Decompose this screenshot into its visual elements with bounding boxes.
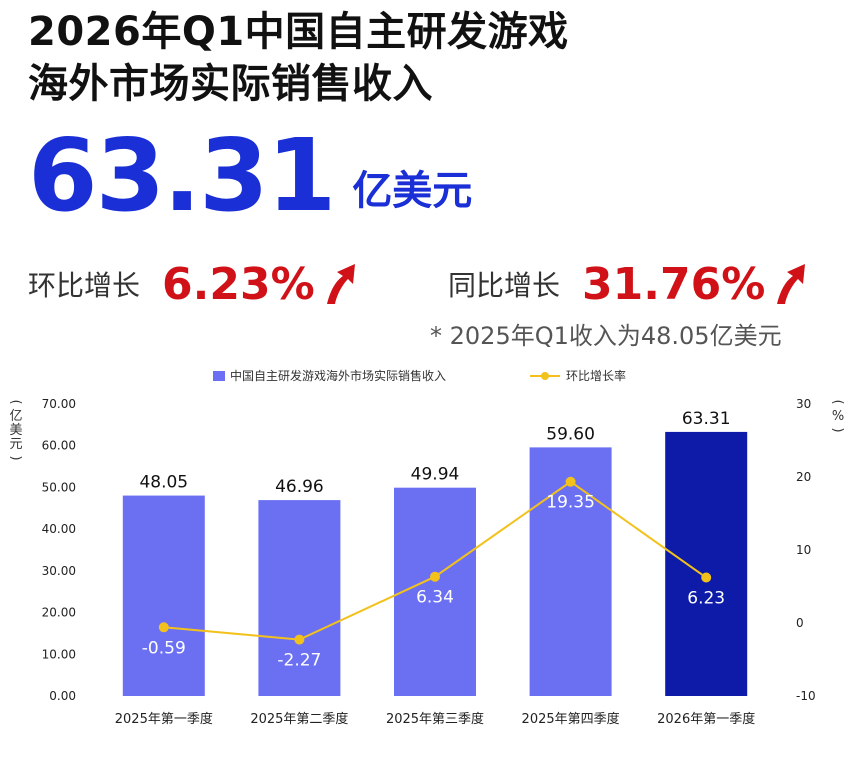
growth-point [565, 476, 576, 487]
x-tick-label: 2025年第二季度 [250, 711, 348, 727]
y-axis-title-left-char: ( [8, 399, 23, 404]
growth-line: -0.59 -2.27 6.34 19.35 6.23 [142, 476, 725, 671]
bar [122, 495, 205, 696]
up-arrow-icon [777, 264, 806, 304]
growth-point [158, 622, 169, 633]
x-tick-label: 2025年第四季度 [522, 711, 620, 727]
bar [394, 487, 476, 696]
y-tick-right: -10 [796, 689, 816, 703]
y-axis-title-left-char: 元 [9, 437, 22, 452]
bars: 48.05 46.96 49.94 59.60 63.31 [122, 409, 748, 696]
bar-value-label: 48.05 [139, 473, 188, 493]
growth-value-label: -0.59 [142, 638, 186, 658]
y-tick-left: 70.00 [42, 397, 76, 411]
bar-value-label: 49.94 [411, 465, 460, 485]
x-tick-label: 2026年第一季度 [657, 711, 755, 727]
footnote: * 2025年Q1收入为48.05亿美元 [430, 322, 782, 350]
bar [665, 431, 748, 696]
growth-point [430, 571, 440, 582]
title-line-2: 海外市场实际销售收入 [28, 61, 433, 107]
yoy-metric: 同比增长 31.76% [448, 256, 809, 312]
legend-bar-swatch [213, 371, 225, 381]
legend-line-label: 环比增长率 [566, 368, 626, 383]
x-tick-label: 2025年第一季度 [115, 711, 213, 727]
y-axis-title-right-char: % [832, 409, 844, 424]
title-line-1: 2026年Q1中国自主研发游戏 [28, 9, 569, 55]
y-axis-title-left-char: ) [8, 455, 23, 460]
headline-value: 63.31 亿美元 [28, 116, 472, 226]
y-tick-right: 0 [796, 616, 804, 630]
bar [258, 500, 341, 696]
x-tick-label: 2025年第三季度 [386, 711, 484, 727]
bar-value-label: 46.96 [275, 477, 324, 497]
bar-value-label: 59.60 [546, 424, 595, 444]
y-axis-title-right-char: ( [830, 399, 845, 404]
qoq-label: 环比增长 [28, 269, 141, 302]
growth-point [701, 572, 712, 583]
y-axis-title-left: ( 亿美元) [8, 399, 23, 460]
y-tick-left: 20.00 [42, 606, 76, 620]
yoy-value: 31.76% [582, 258, 766, 310]
y-tick-left: 60.00 [42, 439, 76, 453]
y-axis-title-left-char: 亿 [9, 409, 22, 424]
y-tick-right: 20 [796, 470, 811, 484]
y-tick-left: 10.00 [42, 647, 76, 661]
y-tick-left: 30.00 [42, 564, 76, 578]
yoy-label: 同比增长 [448, 269, 561, 302]
qoq-metric: 环比增长 6.23% [28, 256, 359, 312]
big-unit: 亿美元 [352, 168, 473, 214]
y-tick-right: 30 [796, 397, 811, 411]
legend-line-marker [541, 372, 549, 380]
y-axis-title-right-char: ) [830, 427, 845, 432]
growth-point [294, 634, 305, 645]
y-axis-title-left-char: 美 [9, 423, 22, 438]
y-axis-title-right: (%) [830, 399, 845, 432]
x-axis: 2025年第一季度 2025年第二季度 2025年第三季度 2025年第四季度 2026… [115, 711, 755, 727]
growth-value-label: 19.35 [546, 493, 595, 513]
growth-value-label: -2.27 [277, 651, 321, 671]
legend-bar-label: 中国自主研发游戏海外市场实际销售收入 [230, 368, 446, 383]
bar-value-label: 63.31 [682, 409, 731, 429]
y-tick-left: 40.00 [42, 522, 76, 536]
up-arrow-icon [326, 264, 355, 304]
growth-value-label: 6.34 [416, 588, 454, 608]
y-axis-left: 0.00 10.00 20.00 30.00 40.00 50.00 60.00 70.00 [42, 397, 76, 703]
legend: 中国自主研发游戏海外市场实际销售收入 环比增长率 [213, 368, 626, 383]
combo-chart: 中国自主研发游戏海外市场实际销售收入 环比增长率 ( 亿美元) (%) 0.00 1… [8, 368, 845, 727]
y-tick-left: 50.00 [42, 480, 76, 494]
y-tick-left: 0.00 [49, 689, 76, 703]
y-axis-right: -10 0 10 20 30 [796, 397, 816, 703]
qoq-value: 6.23% [162, 258, 315, 310]
bar [529, 447, 612, 696]
chart-title: 2026年Q1中国自主研发游戏 海外市场实际销售收入 [28, 6, 569, 110]
y-tick-right: 10 [796, 543, 811, 557]
growth-value-label: 6.23 [687, 589, 725, 609]
big-value: 63.31 [28, 117, 336, 234]
